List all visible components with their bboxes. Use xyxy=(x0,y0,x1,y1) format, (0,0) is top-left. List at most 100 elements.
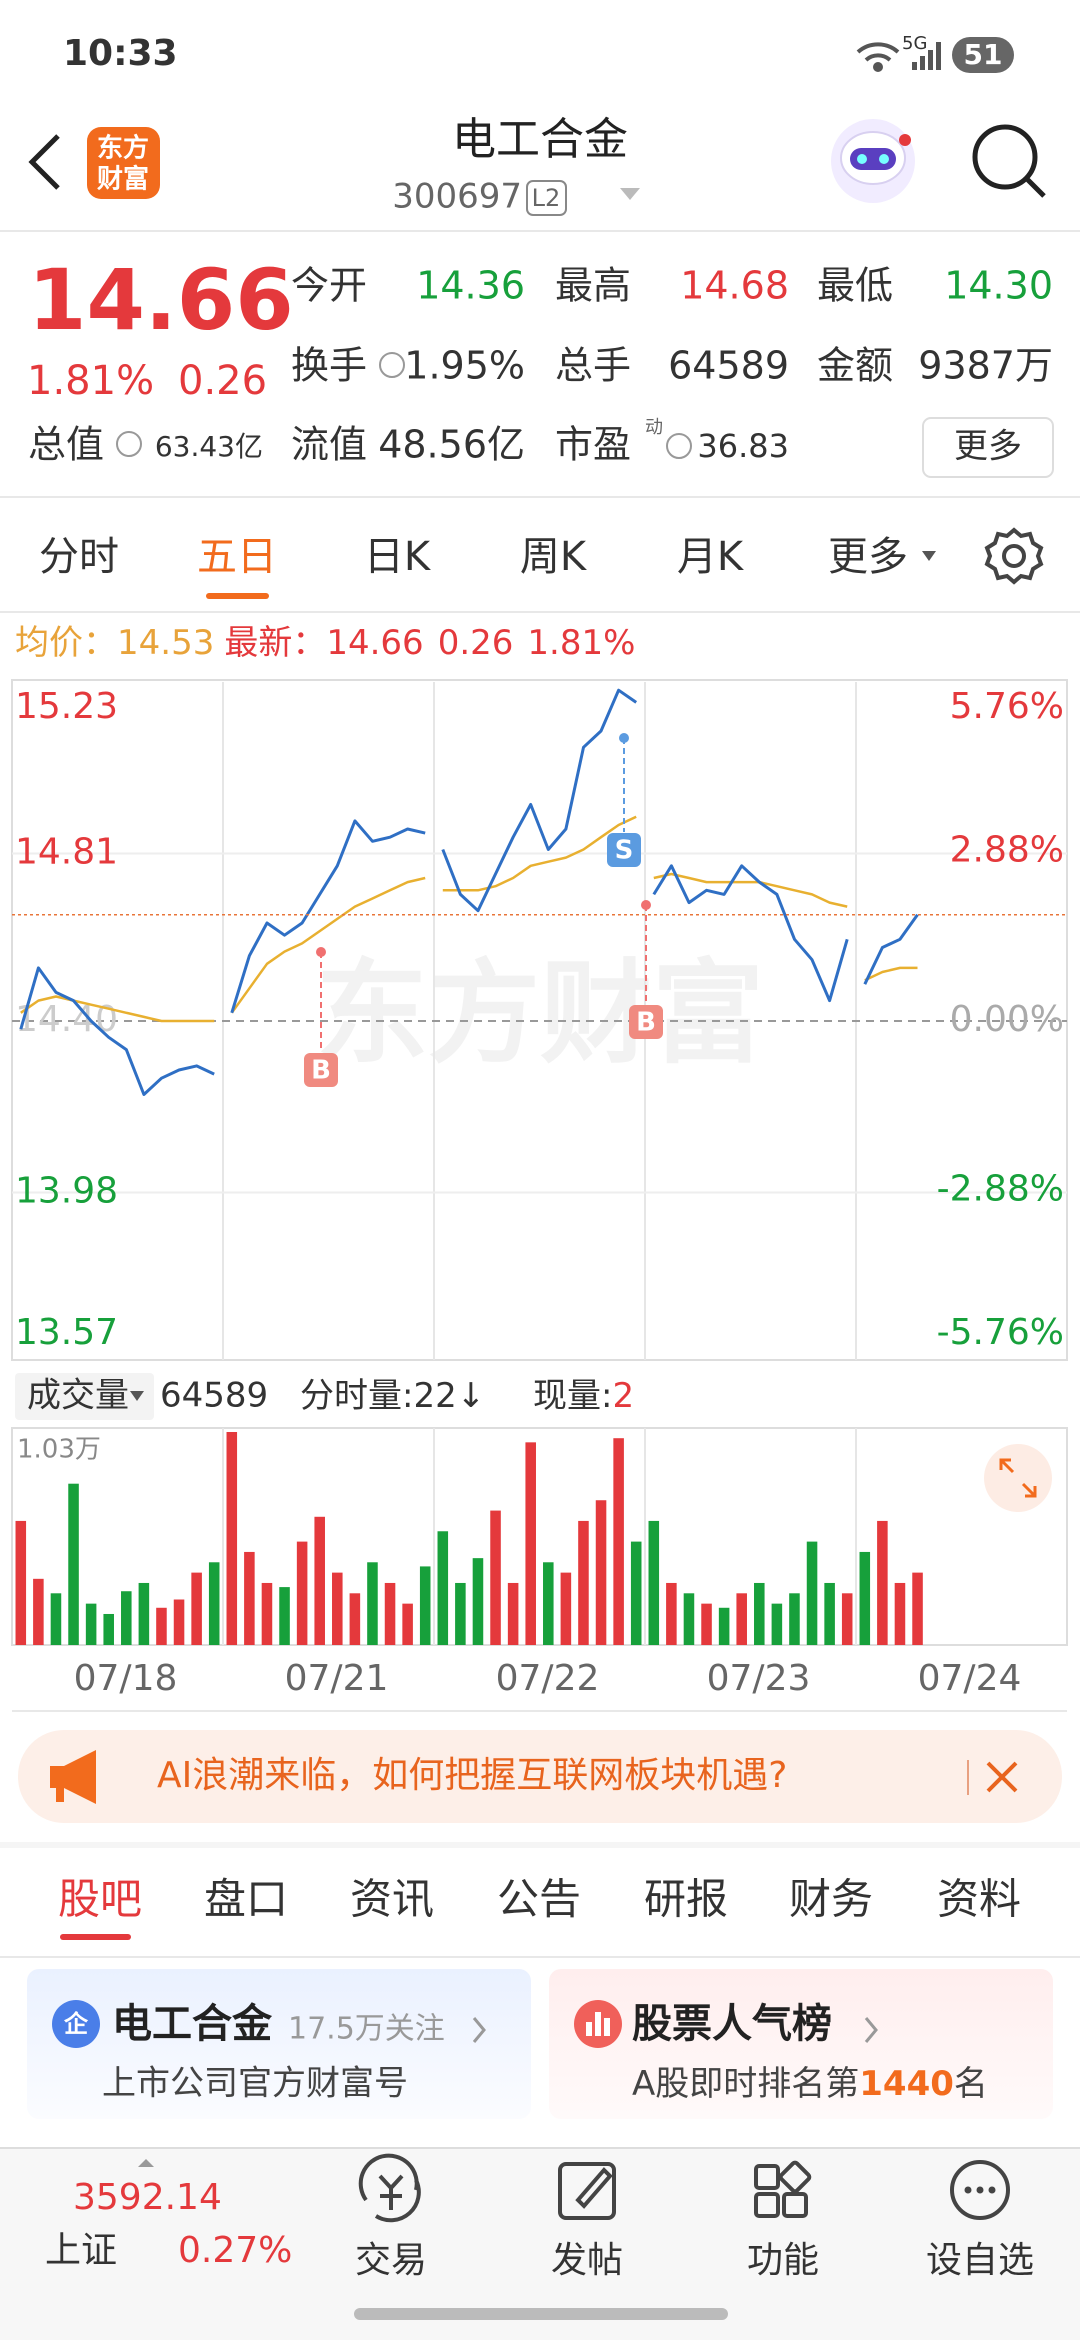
expand-button[interactable] xyxy=(984,1444,1052,1512)
content-tab[interactable]: 财务 xyxy=(789,1875,873,1924)
dropdown-icon[interactable] xyxy=(130,1391,144,1401)
y-tick-label: 15.23 xyxy=(15,686,118,727)
trade-icon-part[interactable] xyxy=(358,2153,419,2202)
assistant-avatar-part[interactable] xyxy=(879,154,889,164)
content-tab[interactable]: 公告 xyxy=(497,1875,581,1924)
watchlist-icon-part[interactable] xyxy=(976,2186,984,2194)
volume-bar xyxy=(332,1572,343,1645)
settings-button[interactable] xyxy=(984,527,1044,585)
index-name[interactable]: 上证 xyxy=(45,2230,117,2271)
search-button-part[interactable] xyxy=(1025,177,1046,198)
chevron xyxy=(864,2017,878,2043)
info-icon[interactable] xyxy=(379,352,405,378)
content-tab[interactable]: 资讯 xyxy=(350,1875,434,1924)
content-tab[interactable]: 资料 xyxy=(937,1875,1021,1924)
back-button[interactable] xyxy=(28,134,60,190)
dropdown-icon[interactable] xyxy=(620,188,640,200)
dropdown-icon[interactable] xyxy=(922,551,936,561)
megaphone-icon-part xyxy=(50,1766,64,1788)
chart-tab[interactable]: 更多 xyxy=(828,534,908,580)
volume-bar xyxy=(543,1562,554,1645)
assistant-avatar-part[interactable] xyxy=(857,154,867,164)
bottom-item[interactable]: 功能 xyxy=(747,2240,819,2281)
chart-tab[interactable]: 周K xyxy=(520,534,588,580)
volume-bar xyxy=(261,1582,273,1645)
expand-button-part[interactable] xyxy=(984,1444,1052,1512)
assistant-avatar[interactable] xyxy=(831,119,915,203)
bottom-item[interactable]: 设自选 xyxy=(926,2240,1034,2281)
function-icon-part[interactable] xyxy=(782,2192,808,2218)
volume-selector[interactable] xyxy=(15,1373,154,1420)
company-subtitle: 上市公司官方财富号 xyxy=(102,2064,408,2104)
content-tab-active[interactable]: 股吧 xyxy=(58,1875,142,1924)
home-indicator[interactable] xyxy=(354,2308,728,2320)
tab-indicator xyxy=(206,593,269,599)
more-button-label[interactable]: 更多 xyxy=(954,427,1022,467)
more-button[interactable] xyxy=(922,417,1054,478)
trade-icon-part[interactable] xyxy=(374,2179,421,2223)
post-icon-part[interactable] xyxy=(558,2162,616,2220)
assistant-avatar-part[interactable] xyxy=(899,134,911,146)
watchlist-icon-part[interactable] xyxy=(964,2186,972,2194)
volume-bar xyxy=(349,1593,361,1645)
chart-tab[interactable]: 月K xyxy=(677,534,745,580)
chart-tab[interactable]: 日K xyxy=(364,534,432,580)
stat-label: 今开 xyxy=(291,264,367,308)
stat-label: 总手 xyxy=(555,344,631,388)
price-line xyxy=(19,966,215,1096)
banner-close[interactable] xyxy=(986,1761,1018,1793)
index-change[interactable]: 0.27% xyxy=(178,2230,292,2271)
volume-bar xyxy=(806,1541,818,1645)
chart-tab[interactable]: 分时 xyxy=(39,534,119,580)
info-icon[interactable] xyxy=(666,433,692,459)
volume-bar xyxy=(419,1566,431,1645)
company-name[interactable]: 电工合金 xyxy=(112,2001,273,2047)
function-icon-part[interactable] xyxy=(778,2160,812,2194)
price-chart: 13.5713.9814.4014.8115.23-5.76%-2.88%0.0… xyxy=(12,682,1067,1360)
megaphone-icon xyxy=(50,1750,96,1804)
ranking-title[interactable]: 股票人气榜 xyxy=(632,2001,832,2047)
bottom-item[interactable]: 发帖 xyxy=(551,2240,623,2281)
banner[interactable] xyxy=(18,1730,1062,1823)
trade-icon-part[interactable] xyxy=(378,2174,404,2210)
y2-tick-label: 2.88% xyxy=(950,830,1064,871)
volume-bar xyxy=(191,1572,202,1645)
volume-bar xyxy=(402,1603,413,1645)
content-tab[interactable]: 研报 xyxy=(644,1875,728,1924)
watchlist-icon-part[interactable] xyxy=(988,2186,996,2194)
search-button-part[interactable] xyxy=(972,124,1038,190)
post-icon[interactable] xyxy=(558,2162,616,2220)
content-tab[interactable]: 盘口 xyxy=(204,1875,288,1924)
trade-icon[interactable] xyxy=(358,2153,421,2223)
wifi-icon-part xyxy=(864,53,892,62)
ranking-card[interactable] xyxy=(549,1969,1053,2119)
volume-bar xyxy=(525,1442,536,1645)
company-card[interactable] xyxy=(27,1969,531,2119)
y2-tick-label: -5.76% xyxy=(937,1312,1064,1353)
legend-avg-label: 均价： xyxy=(15,623,117,663)
search-button[interactable] xyxy=(972,124,1046,198)
settings-button-part[interactable] xyxy=(984,527,1044,585)
stat-label: 最低 xyxy=(817,264,893,308)
index-value[interactable]: 3592.14 xyxy=(73,2177,222,2218)
post-icon-part[interactable] xyxy=(575,2167,613,2209)
info-icon[interactable] xyxy=(116,431,142,457)
volume-bar xyxy=(894,1582,906,1645)
watchlist-icon-part[interactable] xyxy=(950,2160,1010,2220)
chart-tab-active[interactable]: 五日 xyxy=(197,534,277,580)
bottom-item[interactable]: 交易 xyxy=(355,2240,427,2281)
watchlist-icon[interactable] xyxy=(950,2160,1010,2220)
trade-markers: B S B xyxy=(304,733,663,1087)
function-icon-part[interactable] xyxy=(754,2192,780,2218)
volume-label[interactable]: 成交量 xyxy=(27,1376,129,1416)
banner-text[interactable]: AI浪潮来临，如何把握互联网板块机遇? xyxy=(157,1755,787,1796)
y-tick-label: 14.81 xyxy=(15,832,118,873)
assistant-avatar-part[interactable] xyxy=(850,148,896,170)
volume-bar xyxy=(824,1582,835,1645)
function-icon[interactable] xyxy=(754,2160,812,2218)
stat-value: 9387万 xyxy=(918,344,1053,388)
function-icon-part[interactable] xyxy=(754,2164,780,2190)
expand-button-part[interactable] xyxy=(999,1458,1037,1498)
settings-button-part[interactable] xyxy=(1002,544,1026,568)
expand-arrow[interactable] xyxy=(138,2159,154,2167)
